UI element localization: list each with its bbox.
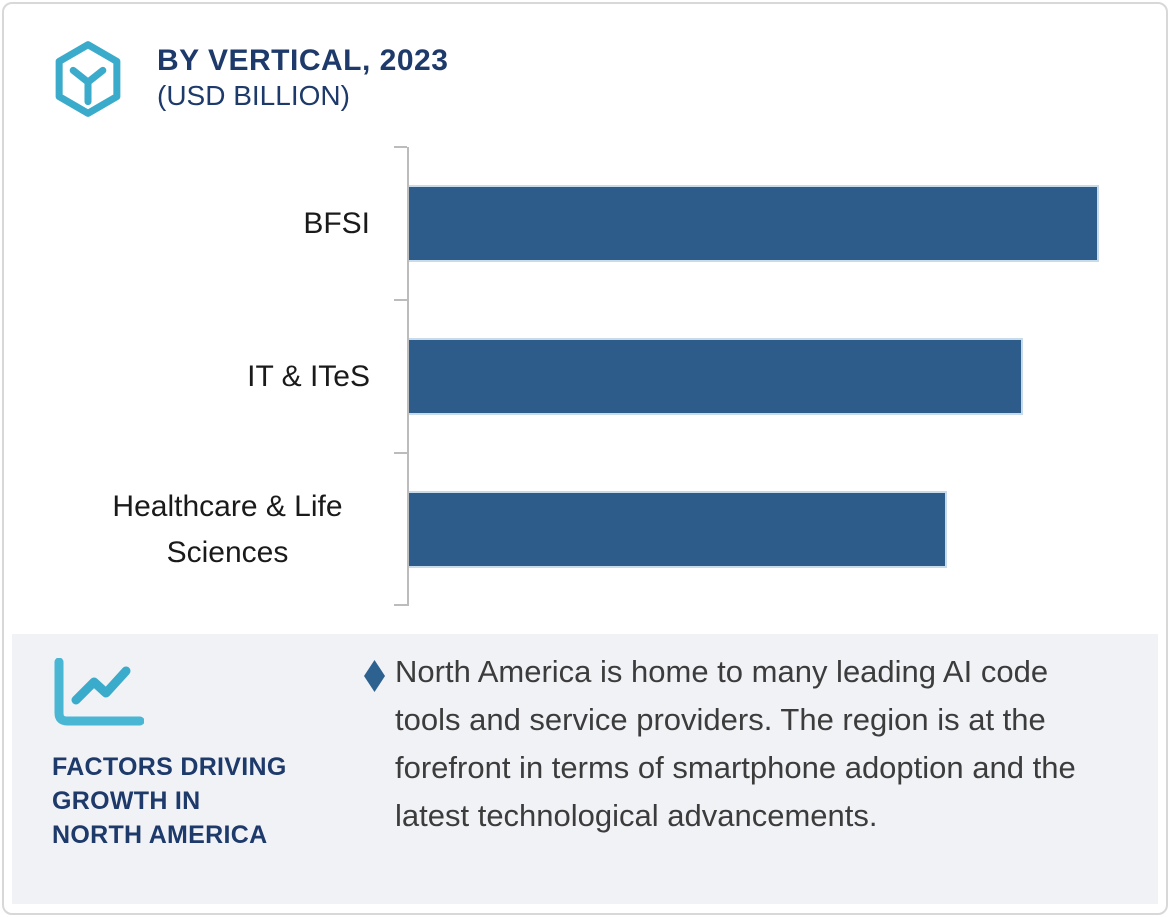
panel-heading-line: NORTH AMERICA (52, 821, 268, 849)
chart-title: BY VERTICAL, 2023 (157, 44, 449, 77)
insights-panel: FACTORS DRIVING GROWTH IN NORTH AMERICA … (12, 634, 1158, 904)
category-label: Healthcare & Life Sciences (112, 489, 343, 569)
bullet-text: North America is home to many leading AI… (395, 654, 1076, 833)
bar-0 (409, 185, 1099, 262)
bullet-item: North America is home to many leading AI… (364, 648, 1110, 840)
insights-content: North America is home to many leading AI… (364, 648, 1110, 840)
chart-header: BY VERTICAL, 2023 (USD BILLION) (157, 44, 448, 113)
category-axis-labels: BFSI IT & ITeS Healthcare & Life Sciences (4, 147, 394, 606)
line-chart-icon (54, 658, 144, 726)
hexagon-cube-logo-icon (55, 41, 121, 117)
bar-plot-area (394, 146, 1168, 606)
bar-1 (409, 338, 1024, 415)
axis-tick (394, 452, 407, 454)
chart-subtitle: (USD BILLION) (157, 80, 350, 111)
category-label: IT & ITeS (247, 359, 370, 393)
panel-heading-line: FACTORS DRIVING (52, 753, 287, 781)
axis-tick (394, 299, 407, 301)
axis-tick (394, 146, 407, 148)
bar-2 (409, 491, 948, 568)
diamond-bullet-icon (364, 660, 385, 692)
panel-heading-line: GROWTH IN (52, 787, 201, 815)
axis-tick (394, 604, 407, 606)
category-label: BFSI (303, 206, 370, 240)
panel-heading: FACTORS DRIVING GROWTH IN NORTH AMERICA (52, 750, 287, 852)
